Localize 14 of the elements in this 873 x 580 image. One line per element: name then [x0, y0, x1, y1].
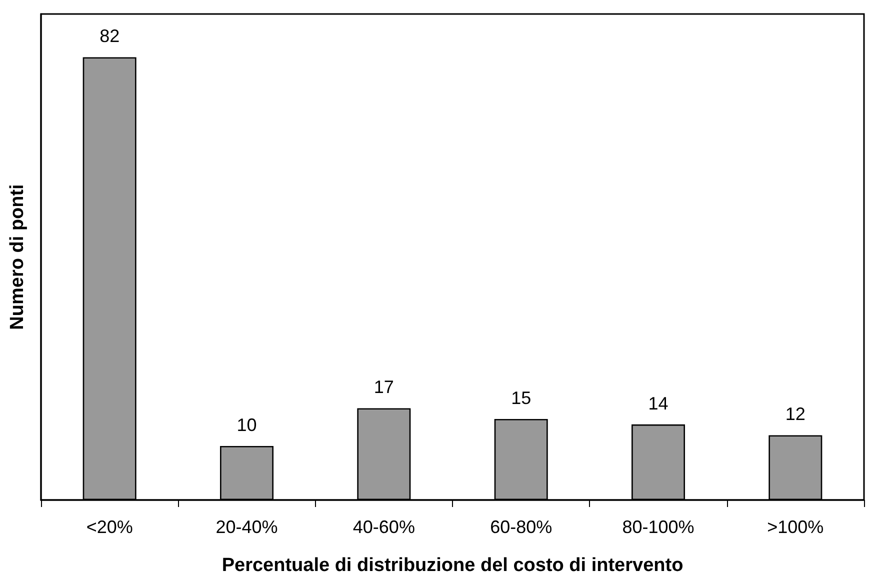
y-axis-title: Numero di ponti [7, 184, 28, 330]
x-axis-title: Percentuale di distribuzione del costo di intervento [222, 555, 684, 576]
data-label: 10 [236, 415, 257, 435]
x-tick-label: 60-80% [490, 517, 552, 537]
data-label: 17 [374, 377, 394, 398]
data-label: 12 [785, 404, 806, 424]
x-tick-label: 40-60% [352, 517, 415, 537]
x-tick-label: 80-100% [622, 517, 694, 537]
data-label: 15 [511, 388, 532, 408]
data-label: 14 [648, 393, 668, 414]
x-tick-label: 20-40% [216, 517, 278, 537]
x-tick-label: >100% [767, 517, 824, 537]
x-tick-label: <20% [86, 517, 133, 537]
data-label: 82 [100, 26, 120, 46]
